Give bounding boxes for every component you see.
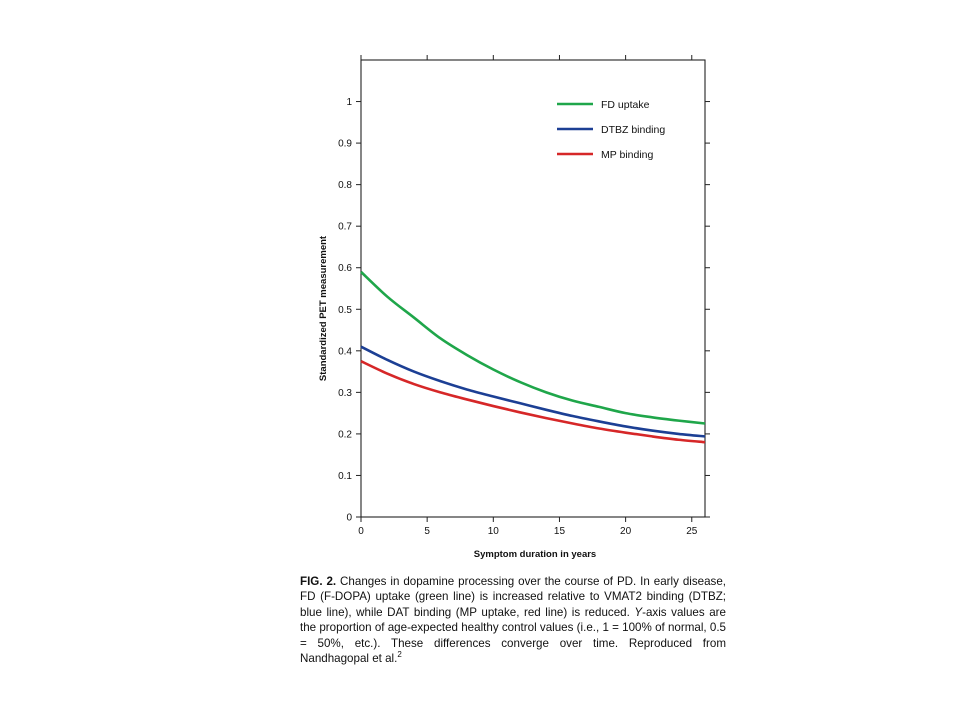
figure-caption: FIG. 2. Changes in dopamine processing o… <box>300 574 726 666</box>
y-tick-label: 0.1 <box>338 471 352 482</box>
caption-text-part-1: Changes in dopamine processing over the … <box>300 575 726 619</box>
plot-frame <box>360 59 706 518</box>
y-tick-label: 0.2 <box>338 429 352 440</box>
legend-label-dtbz-binding: DTBZ binding <box>601 124 665 136</box>
x-tick-label: 20 <box>620 526 632 537</box>
y-tick-label: 0 <box>346 513 352 524</box>
x-tick-label: 0 <box>358 526 364 537</box>
y-tick-label: 0.6 <box>338 263 352 274</box>
x-tick-label: 25 <box>686 526 698 537</box>
series-line-fd-uptake <box>360 270 706 425</box>
y-axis-label: Standardized PET measurement <box>318 235 329 381</box>
x-axis-label: Symptom duration in years <box>474 549 596 560</box>
x-tick-label: 10 <box>488 526 500 537</box>
y-tick-label: 0.7 <box>338 222 352 233</box>
right-axis-ticks <box>705 101 710 518</box>
legend-label-mp-binding: MP binding <box>601 149 654 161</box>
figure-label: FIG. 2. <box>300 575 337 588</box>
series-line-mp-binding <box>360 360 706 444</box>
y-tick-label: 0.5 <box>338 305 352 316</box>
legend: FD uptake DTBZ binding MP binding <box>557 99 665 161</box>
x-tick-label: 15 <box>554 526 566 537</box>
caption-reference: 2 <box>397 650 402 660</box>
y-tick-label: 0.4 <box>338 346 352 357</box>
series-line-dtbz-binding <box>360 345 706 438</box>
y-tick-label: 0.9 <box>338 139 352 150</box>
x-tick-label: 5 <box>424 526 430 537</box>
legend-label-fd-uptake: FD uptake <box>601 99 650 111</box>
plot-border <box>360 59 706 518</box>
y-axis-ticks: 0 0.1 0.2 0.3 0.4 0.5 0.6 0.7 0.8 0.9 1 <box>338 97 361 524</box>
x-axis-ticks: 0 5 10 15 20 25 <box>358 517 698 537</box>
caption-y-axis: Y <box>634 605 643 619</box>
series-lines <box>360 270 706 444</box>
top-axis-ticks <box>360 55 693 60</box>
line-chart: 0 5 10 15 20 25 0 0.1 0.2 0.3 0.4 0.5 0.6 0.7 0.8 0.9 1… <box>318 55 710 560</box>
y-tick-label: 0.8 <box>338 180 352 191</box>
caption-text-part-2: -axis values are the proportion of age-e… <box>300 605 726 666</box>
y-tick-label: 0.3 <box>338 388 352 399</box>
y-tick-label: 1 <box>346 97 352 108</box>
